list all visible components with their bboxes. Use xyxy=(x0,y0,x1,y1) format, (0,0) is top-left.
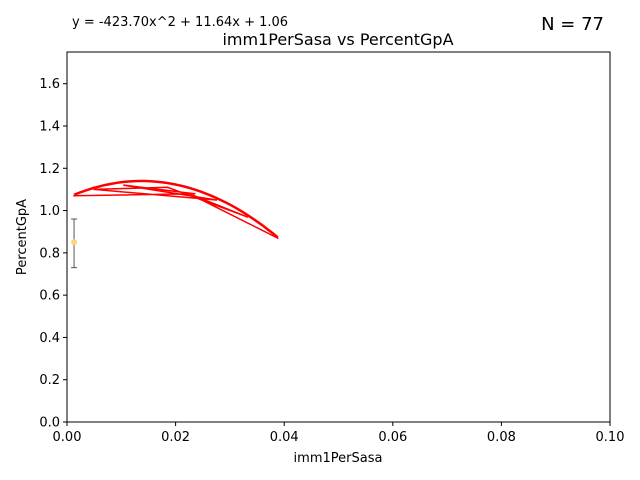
n-count-text: N = 77 xyxy=(541,14,604,35)
y-tick-label: 0.0 xyxy=(39,416,60,431)
x-tick-label: 0.04 xyxy=(270,430,299,445)
x-tick-label: 0.08 xyxy=(487,430,516,445)
errorbar-marker xyxy=(71,239,78,246)
chart-title: imm1PerSasa vs PercentGpA xyxy=(222,30,453,49)
y-tick-label: 0.4 xyxy=(39,331,60,346)
y-tick-label: 1.4 xyxy=(39,120,60,135)
x-tick-label: 0.06 xyxy=(378,430,407,445)
x-tick-label: 0.10 xyxy=(596,430,625,445)
y-tick-label: 1.0 xyxy=(39,204,60,219)
data-point xyxy=(276,237,279,239)
y-tick-label: 0.8 xyxy=(39,246,60,261)
y-tick-label: 1.6 xyxy=(39,77,60,92)
data-point xyxy=(246,216,249,218)
x-tick-label: 0.00 xyxy=(53,430,82,445)
data-point xyxy=(188,192,191,195)
data-point xyxy=(123,184,125,187)
y-tick-label: 0.6 xyxy=(39,289,60,304)
y-tick-label: 0.2 xyxy=(39,373,60,388)
data-point xyxy=(166,186,169,189)
plot-frame xyxy=(66,51,611,423)
y-tick-label: 1.2 xyxy=(39,162,60,177)
data-point xyxy=(93,188,96,191)
x-tick-label: 0.02 xyxy=(161,430,190,445)
fit-curve xyxy=(73,179,279,239)
x-axis-label: imm1PerSasa xyxy=(294,451,383,466)
series-line xyxy=(74,184,279,239)
plot-area: 0.00 0.02 0.04 0.06 0.08 0.10 0.0 0.2 0.4 0.6 0.8 1… xyxy=(39,51,625,445)
equation-text: y = -423.70x^2 + 11.64x + 1.06 xyxy=(72,15,288,30)
data-point xyxy=(215,199,218,201)
y-axis-label: PercentGpA xyxy=(15,199,30,275)
data-point xyxy=(193,192,196,195)
data-point xyxy=(73,194,75,197)
